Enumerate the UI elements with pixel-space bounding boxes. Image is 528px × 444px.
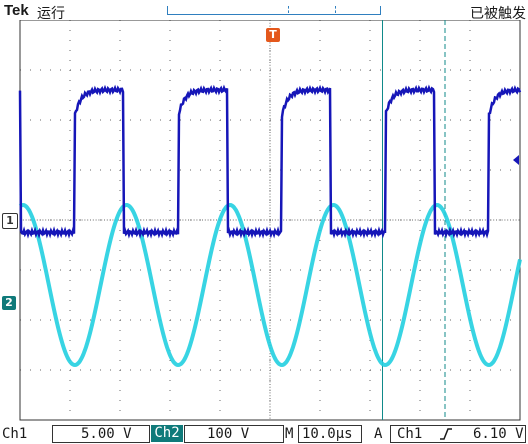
acquisition-run-state: 运行 — [37, 6, 65, 22]
timebase-box[interactable]: 10.0µs — [298, 425, 362, 443]
timebase-label: M — [285, 426, 294, 442]
status-footer: Ch1 5.00 V Ch2 100 V M 10.0µs A Ch1 6.10… — [0, 424, 528, 444]
ch2-scale-value: 100 V — [207, 426, 250, 442]
ch1-scale-value: 5.00 V — [81, 426, 132, 442]
trigger-level-value: 6.10 V — [473, 426, 524, 442]
graticule-grid — [19, 19, 521, 421]
ch1-waveform — [18, 84, 522, 239]
trigger-box[interactable]: Ch1 6.10 V — [390, 425, 526, 443]
timebase-value: 10.0µs — [302, 426, 353, 442]
ch2-ground-marker[interactable]: 2 — [2, 296, 16, 310]
ch1-label: Ch1 — [2, 426, 28, 442]
brand-logo: Tek — [4, 2, 29, 19]
ch2-label: Ch2 — [151, 425, 183, 442]
ch2-scale-box[interactable]: 100 V — [184, 425, 284, 443]
trigger-level-arrow-icon[interactable] — [513, 155, 519, 165]
ch2-waveform — [18, 202, 522, 368]
ch1-ground-marker[interactable]: 1 — [2, 213, 18, 229]
trigger-status: 已被触发 — [470, 6, 526, 22]
record-memory-bar — [167, 6, 381, 15]
trigger-source: Ch1 — [397, 426, 423, 442]
record-view-window — [288, 6, 336, 13]
measurement-cursors — [382, 20, 446, 420]
rising-edge-icon — [440, 428, 452, 440]
trigger-label: A — [374, 426, 383, 442]
trigger-position-marker[interactable]: T — [266, 28, 280, 42]
status-header: Tek 运行 已被触发 — [0, 0, 528, 22]
ch1-scale-box[interactable]: 5.00 V — [52, 425, 150, 443]
